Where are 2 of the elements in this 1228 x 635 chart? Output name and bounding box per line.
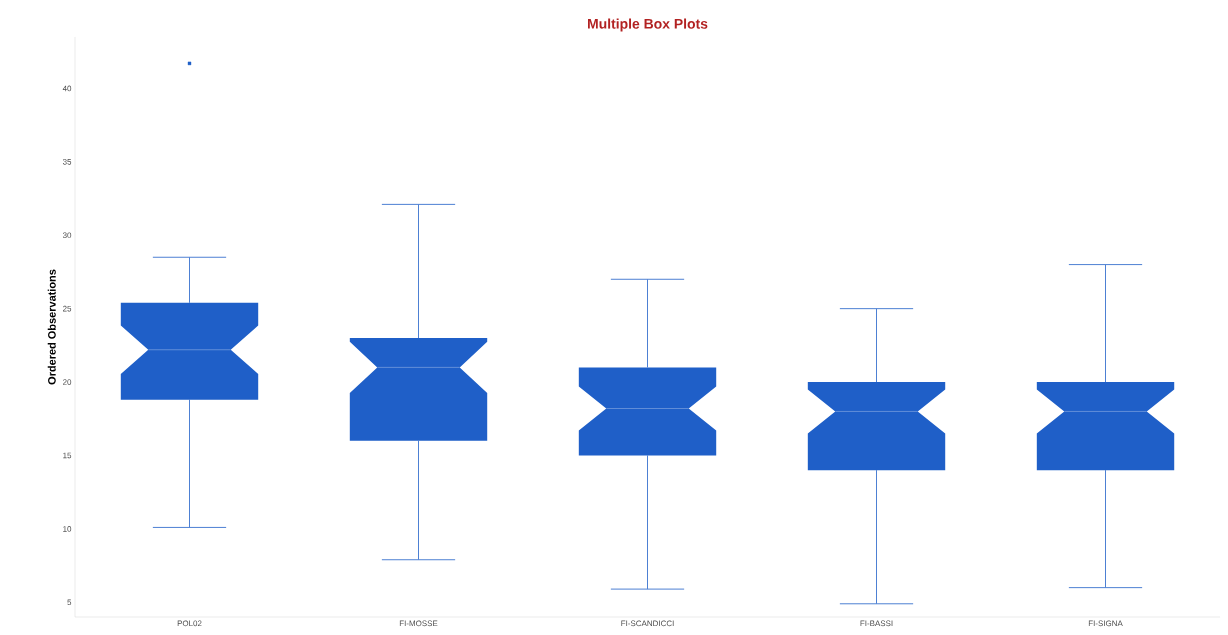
y-axis-title: Ordered Observations [47,269,56,385]
chart-title: Multiple Box Plots [588,18,708,32]
